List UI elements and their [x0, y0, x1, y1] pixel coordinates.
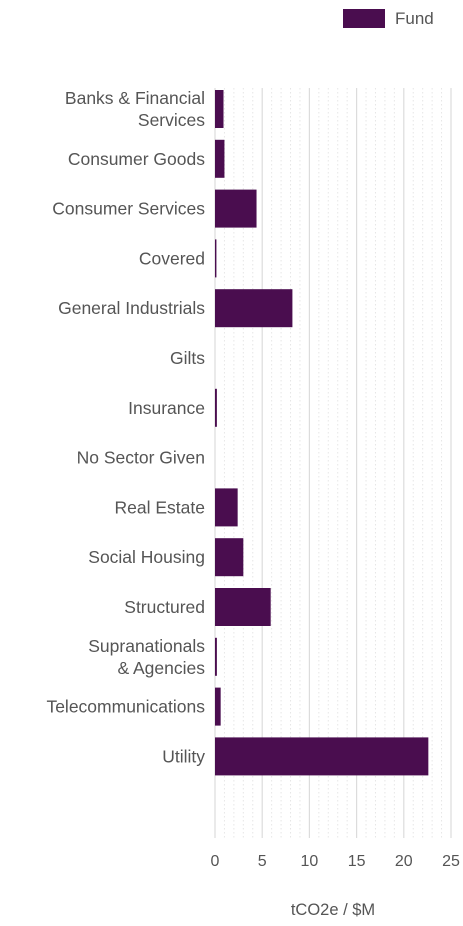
- x-tick-label: 10: [301, 853, 319, 870]
- bar-13[interactable]: [215, 737, 429, 776]
- category-label-line: Consumer Services: [52, 199, 205, 219]
- category-label-line: Consumer Goods: [68, 149, 205, 169]
- category-label-line: Social Housing: [88, 547, 205, 567]
- category-label-line: Gilts: [170, 348, 205, 368]
- category-label-line: Covered: [139, 248, 205, 268]
- category-label-line: & Agencies: [117, 658, 205, 678]
- category-label-line: General Industrials: [58, 298, 205, 318]
- category-label-line: Supranationals: [88, 636, 205, 656]
- bar-1[interactable]: [215, 139, 225, 178]
- tick-label-layer: 0 5 10 15 20 25: [211, 853, 460, 870]
- category-label-line: Structured: [124, 597, 205, 617]
- category-label-line: Telecommunications: [46, 697, 205, 717]
- category-label-13: Utility: [162, 746, 205, 766]
- category-label-12: Telecommunications: [46, 697, 205, 717]
- x-tick-label: 0: [211, 853, 220, 870]
- category-label-3: Covered: [139, 248, 205, 268]
- x-tick-label: 5: [258, 853, 267, 870]
- bar-2[interactable]: [215, 189, 257, 228]
- category-label-8: Real Estate: [115, 497, 205, 517]
- x-tick-label: 15: [348, 853, 366, 870]
- category-label-4: General Industrials: [58, 298, 205, 318]
- category-label-7: No Sector Given: [77, 448, 205, 468]
- category-label-1: Consumer Goods: [68, 149, 205, 169]
- bar-8[interactable]: [215, 488, 238, 527]
- x-tick-label: 20: [395, 853, 413, 870]
- legend[interactable]: Fund: [343, 9, 434, 28]
- bar-4[interactable]: [215, 289, 293, 328]
- legend-swatch-fund: [343, 9, 385, 28]
- category-label-line: No Sector Given: [77, 448, 205, 468]
- category-label-11: Supranationals & Agencies: [88, 636, 205, 678]
- category-label-line: Services: [138, 110, 205, 130]
- bar-6[interactable]: [215, 388, 217, 427]
- bar-11[interactable]: [215, 637, 217, 676]
- category-label-5: Gilts: [170, 348, 205, 368]
- bar-0[interactable]: [215, 90, 224, 128]
- bar-9[interactable]: [215, 538, 244, 577]
- category-label-10: Structured: [124, 597, 205, 617]
- grid-layer: [214, 88, 452, 838]
- legend-label-fund: Fund: [395, 9, 434, 28]
- bar-12[interactable]: [215, 687, 221, 726]
- bar-3[interactable]: [215, 239, 217, 278]
- category-label-2: Consumer Services: [52, 199, 205, 219]
- bar-10[interactable]: [215, 588, 271, 626]
- x-tick-label: 25: [442, 853, 460, 870]
- category-label-line: Utility: [162, 746, 205, 766]
- category-label-line: Banks & Financial: [65, 88, 205, 108]
- bar-layer: [215, 90, 429, 776]
- x-axis-title: tCO2e / $M: [291, 901, 375, 919]
- category-label-layer: Banks & Financial Services Consumer Goods C…: [46, 88, 205, 766]
- category-label-line: Real Estate: [115, 497, 205, 517]
- category-label-line: Insurance: [128, 398, 205, 418]
- category-label-9: Social Housing: [88, 547, 205, 567]
- category-label-6: Insurance: [128, 398, 205, 418]
- category-label-0: Banks & Financial Services: [65, 88, 205, 130]
